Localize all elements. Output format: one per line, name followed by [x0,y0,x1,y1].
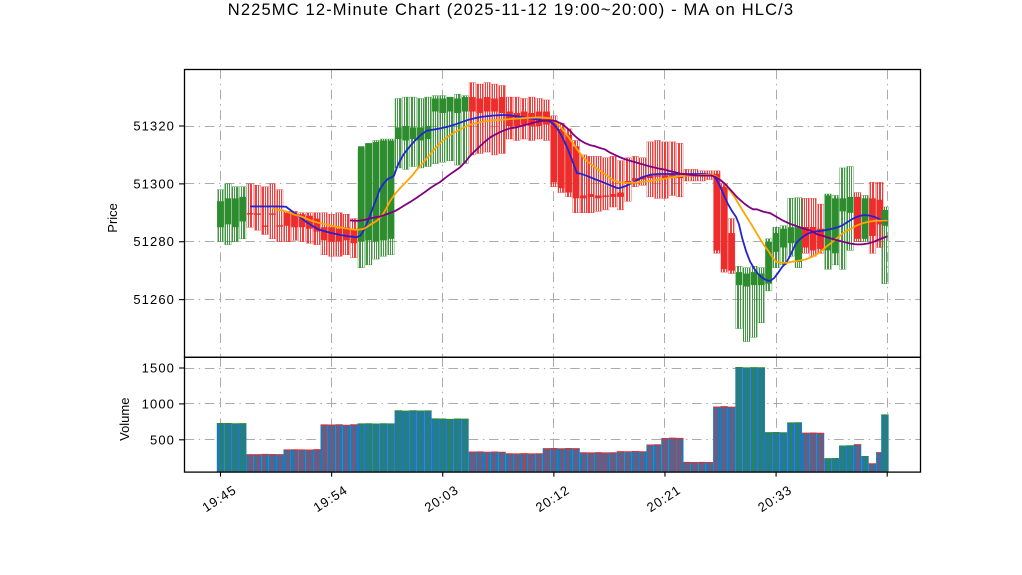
svg-text:Volume: Volume [117,398,132,441]
svg-text:N225MC 12-Minute Chart (2025-1: N225MC 12-Minute Chart (2025-11-12 19:00… [228,1,795,19]
svg-text:51300: 51300 [133,176,175,191]
svg-text:Price: Price [105,203,120,233]
svg-text:500: 500 [150,432,175,447]
svg-text:51260: 51260 [133,292,175,307]
svg-text:51280: 51280 [133,234,175,249]
svg-text:1500: 1500 [142,361,175,376]
svg-text:1000: 1000 [142,396,175,411]
svg-text:51320: 51320 [133,119,175,134]
